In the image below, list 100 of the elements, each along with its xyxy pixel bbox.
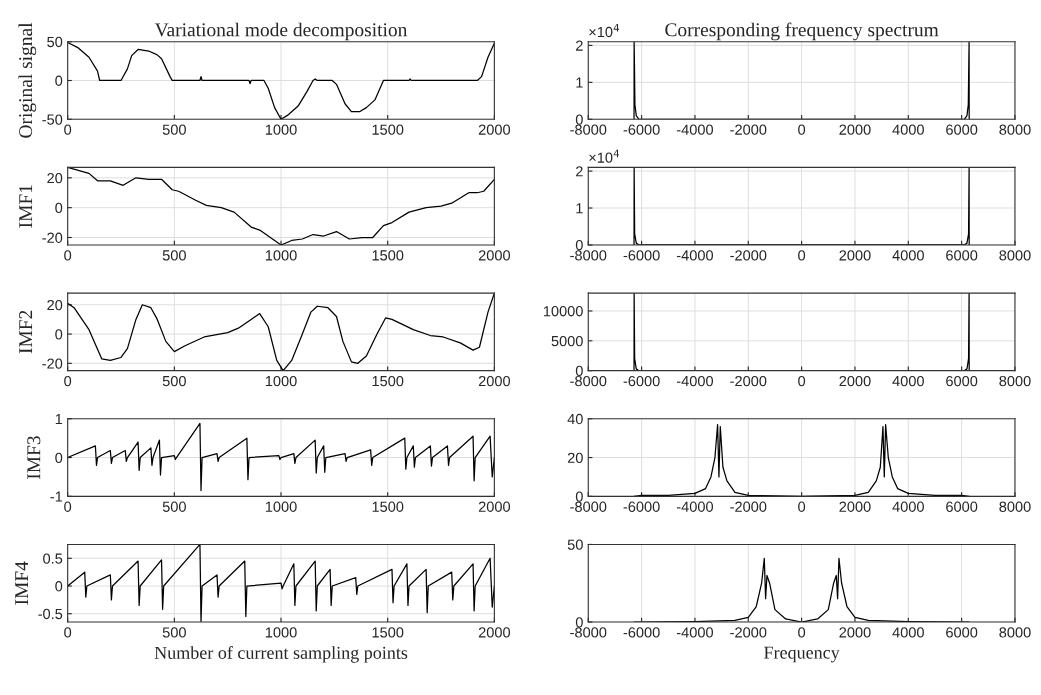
y-tick-label: -50 — [42, 114, 63, 125]
x-tick-label: 1000 — [265, 627, 297, 638]
y-tick-label: 10000 — [543, 306, 583, 317]
y-tick-label: 20 — [47, 172, 63, 184]
y-tick-label: 0 — [55, 581, 63, 592]
x-tick-label: 1500 — [372, 250, 404, 261]
x-tick-label: 1500 — [372, 627, 404, 638]
y-tick-label: 20 — [567, 452, 583, 463]
y-tick-label: 2 — [576, 40, 583, 51]
x-tick-label: -2000 — [730, 627, 767, 638]
x-axis-title: Number of current sampling points — [154, 646, 408, 663]
x-tick-label: 0 — [64, 627, 72, 638]
y-tick-label: 0 — [575, 240, 583, 251]
x-tick-label: -6000 — [623, 501, 660, 512]
x-tick-label: 2000 — [839, 124, 871, 135]
x-tick-label: -8000 — [570, 250, 607, 261]
x-tick-label: 0 — [64, 375, 72, 387]
x-axis-title: Frequency — [764, 646, 840, 663]
x-tick-label: 1500 — [372, 124, 404, 135]
x-tick-label: 6000 — [946, 501, 978, 512]
x-tick-label: 0 — [798, 375, 806, 387]
x-tick-label: 2000 — [839, 375, 871, 387]
x-tick-label: 4000 — [892, 375, 924, 387]
x-tick-label: 2000 — [478, 250, 511, 261]
text: ×10$^{4}$ — [589, 149, 620, 163]
y-tick-label: 0 — [575, 114, 583, 125]
y-tick-label: -20 — [42, 358, 63, 369]
x-tick-label: 4000 — [892, 501, 924, 512]
x-tick-label: 8000 — [999, 375, 1031, 387]
x-tick-label: -8000 — [570, 375, 607, 387]
y-tick-label: 5000 — [551, 335, 583, 347]
text: ×10$^{4}$ — [589, 24, 620, 38]
y-tick-label: 50 — [567, 539, 583, 550]
chart-title: Variational mode decomposition — [154, 22, 408, 41]
x-tick-label: -6000 — [623, 375, 660, 387]
x-tick-label: 1500 — [372, 375, 404, 387]
x-tick-label: 6000 — [946, 627, 978, 638]
y-axis-title: IMF1 — [19, 185, 33, 228]
y-axis-title: IMF4 — [15, 561, 28, 605]
y-tick-label: 0 — [55, 452, 63, 463]
x-tick-label: -4000 — [676, 124, 714, 135]
y-tick-label: -20 — [42, 232, 63, 243]
x-tick-label: 0 — [64, 250, 72, 261]
x-tick-label: 1000 — [265, 124, 297, 135]
x-tick-label: -2000 — [730, 124, 767, 135]
x-tick-label: 4000 — [892, 124, 924, 135]
y-axis-title: IMF2 — [19, 310, 33, 354]
y-tick-label: 1 — [55, 414, 63, 425]
x-tick-label: 2000 — [478, 124, 511, 135]
x-tick-label: 2000 — [839, 501, 871, 512]
x-tick-label: 6000 — [946, 250, 978, 261]
x-tick-label: -6000 — [623, 124, 660, 135]
x-tick-label: 6000 — [946, 375, 978, 387]
x-tick-label: -4000 — [676, 627, 714, 638]
x-tick-label: 2000 — [478, 375, 511, 387]
x-tick-label: -4000 — [676, 375, 714, 387]
y-tick-label: 0 — [55, 329, 63, 340]
x-tick-label: -6000 — [623, 627, 660, 638]
x-tick-label: -2000 — [730, 375, 767, 387]
y-tick-label: 0 — [55, 202, 63, 214]
x-tick-label: 500 — [162, 124, 186, 135]
x-tick-label: 8000 — [999, 627, 1031, 638]
y-tick-label: 1 — [576, 203, 583, 214]
y-tick-label: 0.5 — [43, 553, 63, 564]
y-tick-label: 1 — [576, 77, 583, 88]
x-tick-label: 0 — [798, 627, 806, 638]
x-tick-label: 8000 — [999, 124, 1031, 135]
x-tick-label: 8000 — [999, 250, 1031, 261]
x-tick-label: 1000 — [265, 250, 297, 261]
y-tick-label: -1 — [50, 491, 63, 502]
x-tick-label: 6000 — [946, 124, 978, 135]
y-tick-label: 2 — [576, 166, 583, 177]
y-axis-title: Original signal — [18, 22, 37, 138]
y-tick-label: -0.5 — [38, 608, 63, 620]
x-tick-label: 0 — [798, 250, 806, 261]
y-tick-label: 0 — [575, 617, 583, 628]
x-tick-label: -6000 — [623, 250, 660, 261]
x-tick-label: 1000 — [265, 501, 297, 512]
x-tick-label: 0 — [64, 501, 72, 512]
y-tick-label: 0 — [55, 75, 63, 86]
x-tick-label: -8000 — [570, 627, 607, 638]
x-tick-label: -4000 — [676, 501, 714, 512]
x-tick-label: -2000 — [730, 501, 767, 512]
x-tick-label: 0 — [64, 124, 72, 135]
chart-title: Corresponding frequency spectrum — [665, 22, 939, 41]
y-axis-title: IMF3 — [27, 436, 41, 479]
y-tick-label: 0 — [575, 491, 583, 502]
x-tick-label: 1500 — [372, 501, 404, 512]
x-tick-label: -8000 — [570, 124, 607, 135]
x-tick-label: 500 — [162, 627, 186, 638]
x-tick-label: 8000 — [999, 501, 1031, 512]
y-tick-label: 20 — [47, 299, 63, 311]
x-tick-label: 1000 — [265, 375, 297, 387]
x-tick-label: 2000 — [478, 501, 511, 512]
x-tick-label: 2000 — [478, 627, 511, 638]
x-tick-label: -8000 — [570, 501, 607, 512]
x-tick-label: 0 — [798, 124, 806, 135]
x-tick-label: 0 — [798, 501, 806, 512]
x-tick-label: 500 — [162, 375, 186, 387]
x-tick-label: 4000 — [892, 627, 924, 638]
